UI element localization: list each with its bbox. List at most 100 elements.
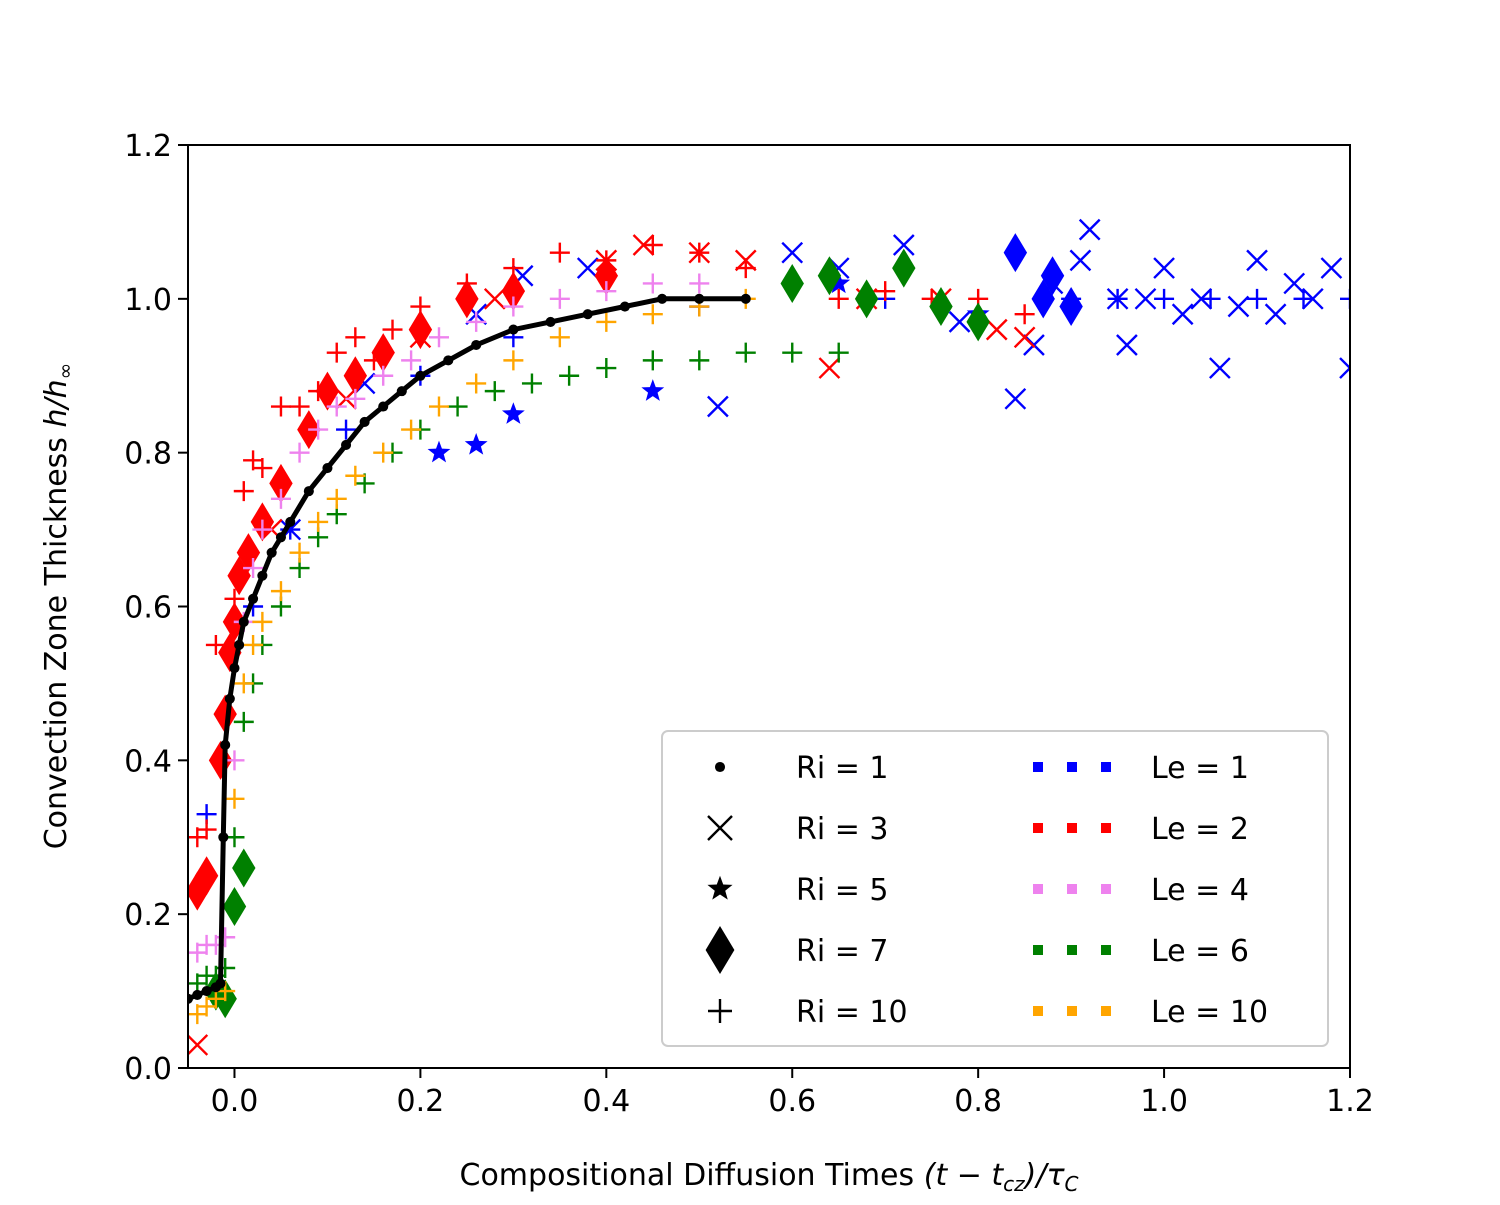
data-point-le6-ri10 xyxy=(559,365,580,386)
data-point-le1-ri1 xyxy=(215,978,226,989)
data-point-le2-ri10 xyxy=(308,381,329,402)
data-point-le1-ri5 xyxy=(641,379,665,401)
data-point-le2-ri3 xyxy=(985,318,1008,341)
data-point-le2-ri7 xyxy=(455,279,479,319)
y-tick-label: 0.6 xyxy=(124,591,172,626)
data-point-le4-ri10 xyxy=(289,442,310,463)
data-point-le10-ri10 xyxy=(289,542,310,563)
data-point-le1-ri5 xyxy=(827,271,851,294)
legend-color-swatch xyxy=(1067,823,1077,833)
data-point-le2-ri7 xyxy=(188,871,209,911)
data-point-le6-ri10 xyxy=(521,373,542,394)
data-point-le2-ri10 xyxy=(252,458,273,479)
data-point-le1-ri5 xyxy=(501,402,525,424)
legend-color-swatch xyxy=(1101,884,1111,894)
data-point-le1-ri10 xyxy=(1293,288,1314,309)
data-point-le10-ri10 xyxy=(345,465,366,486)
data-point-le1-ri3 xyxy=(1153,257,1175,279)
line-le1-ri1 xyxy=(188,296,746,1002)
data-point-le1-ri1 xyxy=(443,355,454,366)
y-tick-label: 1.2 xyxy=(124,129,172,164)
data-point-le2-ri7 xyxy=(371,333,395,373)
data-point-le1-ri1 xyxy=(322,463,333,474)
data-point-le4-ri10 xyxy=(373,365,394,386)
x-tick-label: 0.6 xyxy=(768,1084,816,1119)
data-point-le4-ri10 xyxy=(549,288,570,309)
data-point-le1-ri5 xyxy=(427,440,451,463)
plot-area-marks xyxy=(188,218,1350,1056)
data-point-le1-ri1 xyxy=(694,293,705,304)
legend-marker-diamond xyxy=(705,926,735,974)
legend-label-le: Le = 4 xyxy=(1151,873,1249,908)
data-point-le4-ri10 xyxy=(215,927,236,948)
data-point-le1-ri1 xyxy=(340,439,352,451)
legend-color-swatch xyxy=(1033,945,1043,955)
legend-color-swatch xyxy=(1033,823,1043,833)
data-point-le2-ri10 xyxy=(233,481,254,502)
x-tick-label: 0.8 xyxy=(954,1084,1002,1119)
y-tick-label: 0.4 xyxy=(124,744,172,779)
data-point-le10-ri10 xyxy=(270,581,291,602)
data-point-le6-ri10 xyxy=(596,358,617,379)
legend-marker-plus xyxy=(708,999,732,1023)
data-point-le2-ri10 xyxy=(875,281,896,302)
data-point-le1-ri1 xyxy=(545,316,556,327)
data-point-le6-ri7 xyxy=(780,263,804,303)
data-point-le10-ri10 xyxy=(596,311,617,332)
data-point-le1-ri3 xyxy=(1320,257,1343,279)
data-point-le4-ri10 xyxy=(326,396,347,417)
data-point-le10-ri10 xyxy=(373,442,394,463)
data-point-le2-ri7 xyxy=(236,533,261,573)
data-point-le10-ri10 xyxy=(503,350,524,371)
data-point-le1-ri3 xyxy=(1004,387,1027,410)
x-tick-label: 0.0 xyxy=(211,1084,259,1119)
y-tick-label: 1.0 xyxy=(124,283,172,318)
data-point-le1-ri1 xyxy=(275,532,286,543)
data-point-le2-ri7 xyxy=(501,271,526,311)
data-point-le1-ri3 xyxy=(1069,249,1092,272)
data-point-le1-ri1 xyxy=(248,593,259,604)
data-point-le4-ri10 xyxy=(689,273,710,294)
data-point-le1-ri7 xyxy=(1040,256,1065,296)
data-point-le4-ri10 xyxy=(503,296,524,317)
legend-color-swatch xyxy=(1067,762,1077,772)
data-point-le4-ri10 xyxy=(270,488,291,509)
data-point-le2-ri7 xyxy=(408,310,433,350)
x-axis-ticks: 0.0 0.2 0.4 0.6 0.8 1.0 1.2 xyxy=(211,1068,1374,1119)
data-point-le2-ri7 xyxy=(194,856,219,896)
data-point-le1-ri1 xyxy=(359,416,370,427)
x-tick-label: 1.2 xyxy=(1326,1084,1374,1119)
data-point-le6-ri10 xyxy=(484,381,505,402)
legend-marker-circle xyxy=(714,761,726,773)
legend-label-ri: Ri = 5 xyxy=(796,873,888,908)
legend-label-le: Le = 2 xyxy=(1151,812,1249,847)
data-point-le1-ri3 xyxy=(1339,357,1350,379)
data-point-le2-ri7 xyxy=(343,356,368,396)
data-point-le1-ri1 xyxy=(378,401,389,412)
legend-label-ri: Ri = 3 xyxy=(796,812,888,847)
data-point-le1-ri3 xyxy=(576,257,599,279)
data-point-le2-ri10 xyxy=(735,258,756,279)
data-point-le1-ri7 xyxy=(1003,233,1028,273)
data-point-le6-ri10 xyxy=(447,396,468,417)
data-point-le2-ri10 xyxy=(410,296,431,317)
legend-label-le: Le = 6 xyxy=(1151,934,1249,969)
data-point-le4-ri10 xyxy=(401,350,422,371)
data-point-le6-ri10 xyxy=(828,342,849,363)
y-axis-ticks: 0.0 0.2 0.4 0.6 0.8 1.0 1.2 xyxy=(124,129,188,1087)
data-point-le1-ri3 xyxy=(1078,218,1101,241)
data-point-le1-ri1 xyxy=(229,662,240,674)
x-tick-label: 0.4 xyxy=(582,1084,630,1119)
data-point-le2-ri10 xyxy=(363,350,384,371)
data-point-le4-ri10 xyxy=(224,750,245,771)
data-point-le1-ri1 xyxy=(220,739,231,750)
data-point-le2-ri10 xyxy=(196,819,217,840)
data-point-le1-ri1 xyxy=(266,547,277,558)
data-point-le10-ri10 xyxy=(252,611,273,632)
data-point-le4-ri10 xyxy=(345,388,366,409)
legend-label-le: Le = 1 xyxy=(1151,751,1249,786)
data-point-le2-ri10 xyxy=(1014,304,1035,325)
data-point-le1-ri3 xyxy=(1246,249,1268,272)
data-point-le1-ri3 xyxy=(948,311,971,333)
